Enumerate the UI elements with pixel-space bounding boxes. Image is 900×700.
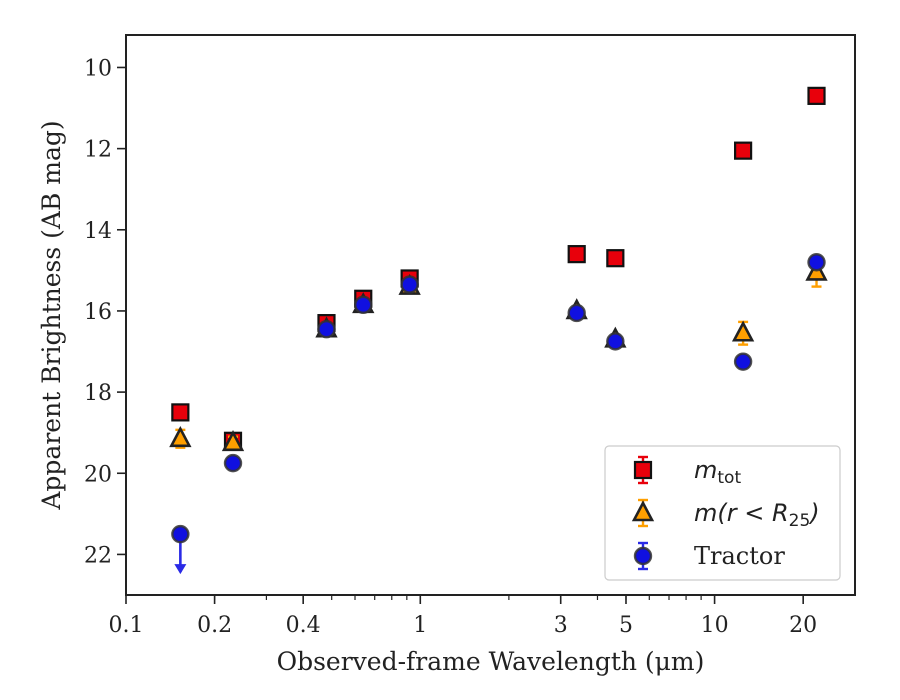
y-tick-label: 10 [84,56,112,81]
y-tick-label: 14 [84,219,112,244]
circle-point [354,295,373,315]
plot-frame [125,34,856,596]
square-point [606,249,625,268]
series-mtot [171,86,826,450]
y-tick-label: 22 [84,543,112,568]
circle-point [317,320,336,339]
x-tick-label: 10 [701,613,729,638]
y-tick-label: 12 [84,138,112,163]
legend: mtot m(r < R25) Tractor [604,445,841,581]
upper-limit-arrowhead [174,564,187,575]
circle-point [733,352,753,371]
legend-label: mtot [694,456,741,488]
triangle-point [731,320,755,342]
legend-triangle-marker [631,500,655,522]
x-tick-label: 20 [789,613,817,638]
circle-point [807,253,826,272]
y-tick-label: 20 [84,462,112,487]
legend-item-mtot: mtot [633,455,741,488]
square-point [567,245,586,264]
circle-point [171,524,190,544]
y-axis-label: Apparent Brightness (AB mag) [37,120,66,510]
x-tick-label: 0.1 [109,613,144,638]
legend-circle-marker [633,546,653,566]
legend-box [604,445,841,581]
x-tick-label: 0.2 [197,613,232,638]
legend-square-marker [633,460,653,480]
y-tick-label: 18 [84,381,112,406]
series-tractor [171,253,826,575]
circle-point [567,303,586,323]
circle-point [400,275,419,294]
triangle-point [221,430,245,452]
x-tick-label: 3 [554,613,568,638]
x-tick-label: 5 [619,613,633,638]
x-axis-label: Observed-frame Wavelength (μm) [277,647,705,676]
y-tick-label: 16 [84,300,112,325]
x-tick-label: 0.4 [286,613,321,638]
data-points [169,86,828,575]
legend-label: m(r < R25) [694,499,820,531]
square-point [807,86,826,105]
circle-point [606,332,625,351]
legend-item-mr25: m(r < R25) [631,498,820,531]
square-point [171,403,190,422]
tick-labels: 0.1 0.2 0.4 1 3 5 10 20 10 12 14 16 18 20 22 [84,56,817,638]
series-mr25 [169,256,828,452]
legend-item-tractor: Tractor [633,541,785,571]
circle-point [223,453,243,473]
square-point [734,141,753,160]
x-tick-label: 1 [413,613,427,638]
legend-label: Tractor [694,542,785,570]
triangle-point [169,425,192,448]
